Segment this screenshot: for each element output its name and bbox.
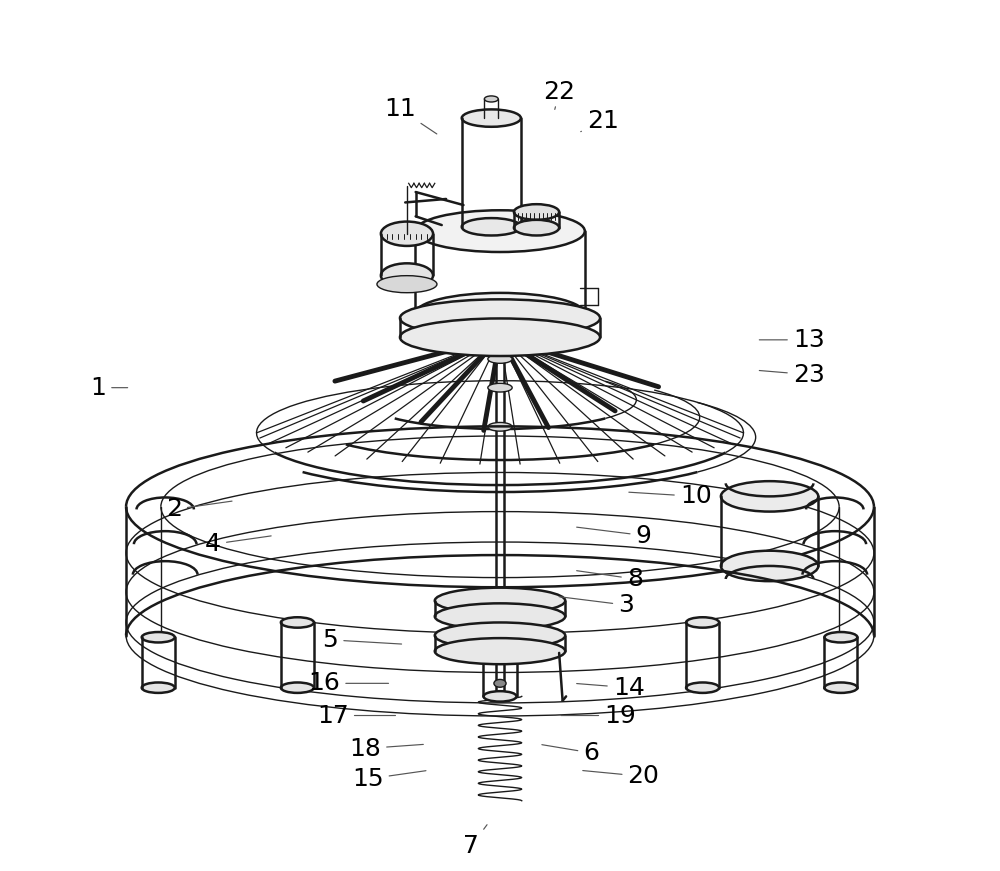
Text: 21: 21 (581, 109, 619, 132)
Ellipse shape (377, 275, 437, 293)
Ellipse shape (824, 632, 857, 643)
Text: 17: 17 (317, 704, 395, 727)
Text: 4: 4 (205, 532, 271, 557)
Ellipse shape (483, 631, 517, 641)
Ellipse shape (281, 618, 314, 628)
Ellipse shape (400, 319, 600, 356)
Ellipse shape (721, 550, 818, 581)
Ellipse shape (514, 204, 559, 219)
Ellipse shape (142, 683, 175, 693)
Text: 23: 23 (759, 362, 825, 387)
Ellipse shape (435, 604, 565, 630)
Text: 3: 3 (559, 593, 634, 617)
Ellipse shape (824, 683, 857, 693)
Text: 13: 13 (759, 327, 825, 352)
Ellipse shape (462, 110, 521, 127)
Text: 8: 8 (577, 567, 643, 591)
Text: 7: 7 (463, 825, 487, 858)
Ellipse shape (686, 618, 719, 628)
Ellipse shape (435, 638, 565, 665)
Ellipse shape (381, 221, 433, 246)
Text: 11: 11 (384, 98, 437, 134)
Text: 14: 14 (577, 676, 645, 699)
Ellipse shape (483, 692, 517, 702)
Text: 6: 6 (542, 741, 599, 765)
Ellipse shape (686, 683, 719, 693)
Ellipse shape (514, 219, 559, 235)
Ellipse shape (400, 300, 600, 337)
Ellipse shape (381, 263, 433, 287)
Ellipse shape (494, 679, 506, 687)
Ellipse shape (721, 481, 818, 511)
Ellipse shape (435, 623, 565, 649)
Ellipse shape (435, 588, 565, 614)
Ellipse shape (488, 383, 512, 392)
Text: 16: 16 (308, 672, 389, 695)
Ellipse shape (488, 636, 512, 645)
Text: 2: 2 (166, 497, 232, 522)
Ellipse shape (484, 96, 498, 102)
Text: 22: 22 (543, 80, 575, 110)
Ellipse shape (488, 422, 512, 431)
Ellipse shape (142, 632, 175, 643)
Ellipse shape (488, 354, 512, 363)
Text: 10: 10 (629, 484, 712, 509)
Text: 20: 20 (583, 765, 659, 788)
Ellipse shape (415, 293, 585, 334)
Text: 9: 9 (577, 523, 651, 548)
Text: 15: 15 (352, 767, 426, 791)
Text: 5: 5 (323, 628, 402, 652)
Ellipse shape (281, 683, 314, 693)
Text: 19: 19 (561, 704, 636, 727)
Text: 1: 1 (90, 375, 128, 400)
Ellipse shape (415, 210, 585, 252)
Ellipse shape (462, 218, 521, 235)
Text: 18: 18 (349, 737, 423, 760)
